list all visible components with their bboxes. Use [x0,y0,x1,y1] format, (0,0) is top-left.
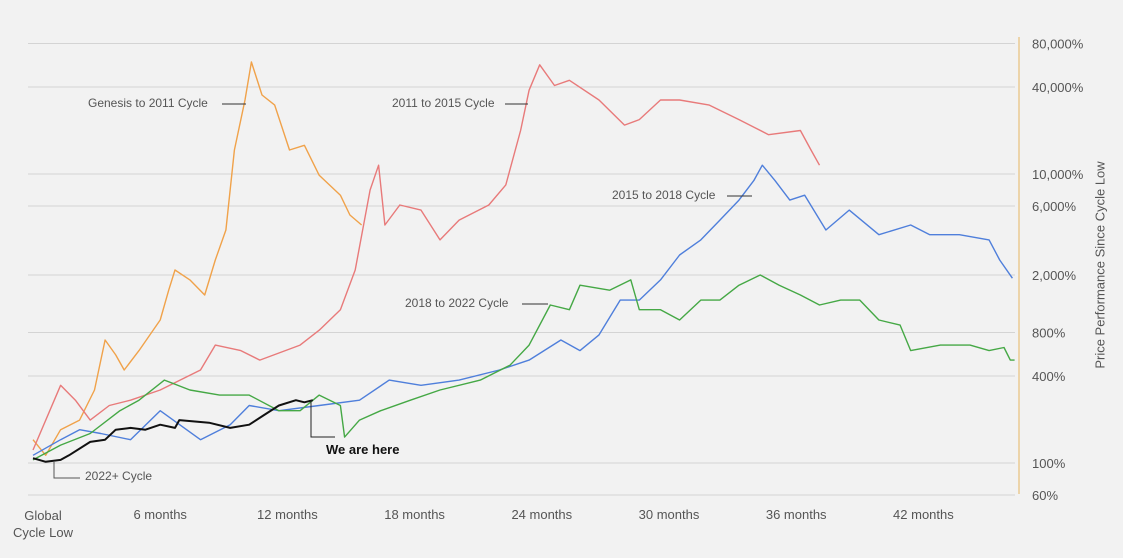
annotation-genesis: Genesis to 2011 Cycle [88,96,208,110]
x-tick-label: 18 months [384,507,445,522]
annotation-2015-2018: 2015 to 2018 Cycle [612,188,716,202]
annotation-we-are-here: We are here [326,442,400,457]
y-tick-label: 6,000% [1032,199,1077,214]
y-tick-label: 80,000% [1032,37,1084,52]
y-tick-label: 60% [1032,488,1058,503]
y-tick-label: 800% [1032,326,1066,341]
x-tick-label: 24 months [511,507,572,522]
x-tick-label: 42 months [893,507,954,522]
x-tick-label: 36 months [766,507,827,522]
y-tick-label: 2,000% [1032,268,1077,283]
annotation-leader [310,400,335,438]
y-tick-label: 10,000% [1032,167,1084,182]
x-tick-label: 12 months [257,507,318,522]
x-tick-label: Global Cycle Low [13,508,74,540]
y-tick-label: 100% [1032,456,1066,471]
series-line-4 [32,399,314,463]
series-line-2 [32,164,1013,456]
annotation-2018-2022: 2018 to 2022 Cycle [405,296,509,310]
annotation-2011-2015: 2011 to 2015 Cycle [392,96,495,110]
series-line-3 [32,274,1015,461]
x-tick-label: 6 months [133,507,187,522]
series-line-1 [32,64,821,451]
annotation-leader [53,462,80,479]
y-tick-label: 40,000% [1032,80,1084,95]
series-line-0 [32,61,363,456]
annotation-2022: 2022+ Cycle [85,469,153,483]
y-axis-label: Price Performance Since Cycle Low [1092,161,1108,369]
y-tick-label: 400% [1032,369,1066,384]
x-tick-label: 30 months [639,507,700,522]
